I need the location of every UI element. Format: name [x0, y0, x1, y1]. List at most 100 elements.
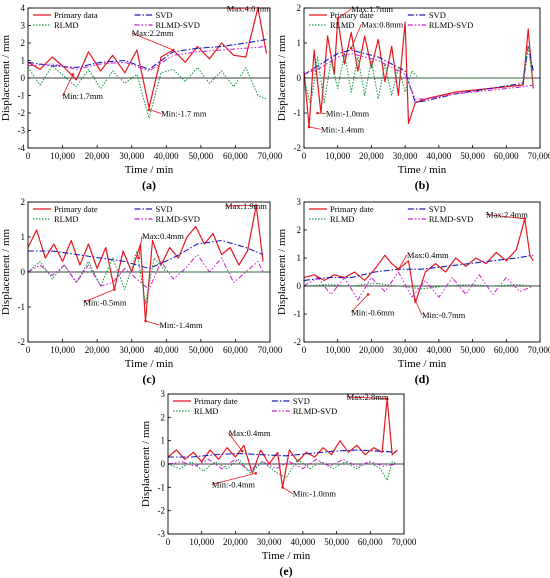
y-tick-label: -1 — [158, 482, 166, 492]
legend-label: RLMD — [330, 20, 355, 30]
annotation-label: Max:2.2mm — [132, 28, 174, 38]
series-line-rlmd-svd — [168, 458, 398, 472]
series-line-rlmd-svd — [28, 254, 264, 290]
x-tick-label: 0 — [26, 345, 31, 355]
annotation-arrow-head — [307, 125, 311, 129]
x-tick-label: 60,000 — [223, 345, 248, 355]
y-tick-label: -4 — [18, 143, 26, 153]
x-tick-label: 70,000 — [392, 537, 417, 547]
annotation-arrow-head — [281, 486, 284, 489]
series-line-svd — [304, 45, 534, 104]
y-tick-label: 0 — [161, 459, 166, 469]
annotation-arrow-head — [254, 472, 257, 475]
legend-label: SVD — [155, 10, 172, 20]
y-axis-label: Displacement / mm — [276, 228, 288, 315]
x-tick-label: 20,000 — [223, 537, 248, 547]
legend: Primary date SVD RLMD RLMD-SVD — [173, 396, 337, 416]
x-tick-label: 40,000 — [426, 345, 451, 355]
annotation-arrow-head — [316, 111, 319, 115]
x-tick-label: 70,000 — [258, 345, 283, 355]
y-tick-label: -2 — [18, 337, 26, 347]
legend-label: SVD — [429, 10, 446, 20]
panel-letter: (e) — [279, 564, 292, 578]
panel-letter: (b) — [415, 178, 430, 192]
legend-label: RLMD-SVD — [155, 214, 199, 224]
x-tick-label: 0 — [302, 345, 307, 355]
annotation-arrow — [225, 205, 257, 207]
annotation-arrow-head — [523, 217, 527, 221]
annotation-arrow — [138, 235, 143, 259]
series-line-rlmd — [304, 282, 534, 290]
x-tick-label: 40,000 — [290, 537, 315, 547]
x-tick-label: 70,000 — [528, 345, 550, 355]
annotation-label: Min:-1.0mm — [293, 489, 337, 499]
legend-label: Primary data — [54, 10, 98, 20]
y-tick-label: 1 — [297, 38, 302, 48]
annotation-label: Min:-1.7 mm — [161, 109, 207, 119]
annotation-arrow — [308, 126, 321, 130]
y-tick-label: -3 — [18, 126, 26, 136]
x-tick-label: 30,000 — [257, 537, 282, 547]
y-tick-label: 2 — [161, 412, 166, 422]
legend-label: RLMD-SVD — [293, 406, 337, 416]
annotation-arrow — [62, 74, 74, 97]
annotation-arrow — [211, 472, 256, 485]
annotation-arrow — [282, 486, 293, 495]
annotation-label: Max:0.4mm — [142, 231, 184, 241]
annotation-arrow — [350, 24, 362, 49]
y-tick-label: 3 — [161, 389, 166, 399]
annotation-label: Min:-1.4mm — [321, 124, 365, 134]
y-tick-label: 0 — [297, 281, 302, 291]
legend-label: RLMD-SVD — [429, 20, 473, 30]
annotation-arrow-head — [144, 319, 147, 323]
y-tick-label: 1 — [21, 56, 26, 66]
series-line-primary — [304, 17, 534, 128]
series-line-rlmd-svd — [28, 46, 267, 72]
annotation-label: Min:-1.0mm — [326, 109, 370, 119]
legend-label: SVD — [155, 204, 172, 214]
legend-label: Primary date — [330, 10, 374, 20]
x-tick-label: 50,000 — [188, 151, 213, 161]
legend: Primary data SVD RLMD RLMD-SVD — [33, 10, 200, 30]
x-tick-label: 0 — [302, 151, 307, 161]
annotation-arrow — [414, 299, 423, 316]
annotation-arrow — [317, 112, 326, 114]
annotation-arrow-head — [71, 73, 75, 76]
annotation-label: Max:4.0 mm — [227, 4, 271, 14]
x-tick-label: 40,000 — [154, 345, 179, 355]
legend: Primary date SVD RLMD RLMD-SVD — [33, 204, 200, 224]
annotation-arrow — [131, 32, 174, 51]
series-line-rlmd — [168, 458, 398, 481]
annotation-label: Max:1.7mm — [351, 4, 393, 14]
series-line-svd — [304, 254, 534, 281]
annotation-arrow-head — [171, 48, 175, 52]
panel-b: 0 10,000 20,000 30,000 40,000 50,000 60,000 70,… — [276, 3, 550, 192]
panel-d: 0 10,000 20,000 30,000 40,000 50,000 60,000 70,… — [276, 197, 550, 386]
x-tick-label: 70,000 — [258, 151, 283, 161]
panel-e: 0 10,000 20,000 30,000 40,000 50,000 60,000 70,… — [140, 389, 417, 578]
annotation-label: Max:0.4mm — [229, 428, 271, 438]
y-tick-label: -1 — [294, 108, 302, 118]
x-tick-label: 30,000 — [393, 151, 418, 161]
annotation-arrow — [486, 214, 525, 220]
y-tick-label: -2 — [294, 143, 302, 153]
annotation-arrow — [148, 109, 162, 114]
y-axis-label: Displacement / mm — [0, 34, 12, 121]
legend-label: RLMD — [54, 214, 79, 224]
series-line-primary — [28, 8, 268, 109]
y-tick-label: 0 — [21, 73, 26, 83]
annotation-arrow-head — [349, 46, 353, 50]
x-tick-label: 30,000 — [119, 345, 144, 355]
series-line-svd — [28, 239, 264, 270]
series-line-rlmd — [304, 45, 534, 107]
x-axis-label: Time / min — [398, 164, 447, 176]
legend: Primary date SVD RLMD RLMD-SVD — [309, 10, 473, 30]
y-tick-label: 0 — [297, 73, 302, 83]
annotation-label: Min:-1.4mm — [159, 320, 203, 330]
x-tick-label: 50,000 — [188, 345, 213, 355]
x-tick-label: 40,000 — [426, 151, 451, 161]
legend-label: RLMD-SVD — [429, 214, 473, 224]
y-tick-label: 2 — [297, 3, 302, 13]
y-tick-label: 3 — [297, 197, 302, 207]
x-tick-label: 10,000 — [50, 151, 75, 161]
